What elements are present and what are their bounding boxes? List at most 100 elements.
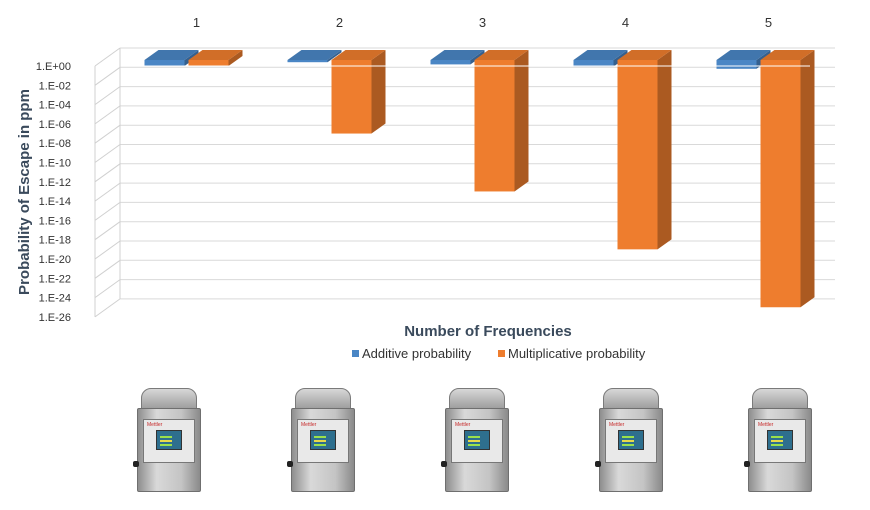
bar-multiplicative-side [514, 50, 529, 192]
bar-multiplicative-front [331, 60, 372, 134]
x-tick-label: 2 [336, 15, 343, 30]
detector-panel: Mettler [754, 419, 806, 463]
x-tick-label: 3 [479, 15, 486, 30]
bar-multiplicative-side [657, 50, 672, 250]
detector-screen [310, 430, 336, 450]
bar-additive-side [327, 50, 342, 63]
bar-multiplicative-front [188, 60, 229, 66]
gridline-diagonal [94, 86, 121, 106]
y-tick-label: 1.E-06 [39, 119, 71, 131]
y-tick-label: 1.E-10 [39, 158, 71, 170]
bar-additive-front [287, 60, 328, 63]
y-tick-label: 1.E-02 [39, 80, 71, 92]
detector-body: Mettler [744, 408, 812, 492]
legend-label: Multiplicative probability [508, 346, 646, 361]
y-tick-label: 1.E-16 [39, 215, 71, 227]
y-tick-label: 1.E-12 [39, 177, 71, 189]
detector-body: Mettler [441, 408, 509, 492]
bar-multiplicative-top [188, 50, 243, 60]
bar-multiplicative-side [228, 50, 243, 66]
bar-additive-top [430, 50, 485, 60]
x-axis-title: Number of Frequencies [404, 323, 572, 340]
bar-multiplicative-top [331, 50, 386, 60]
bar-multiplicative-side [371, 50, 386, 134]
detector-panel: Mettler [143, 419, 195, 463]
detector-brand: Mettler [758, 422, 774, 428]
detector-head [752, 388, 808, 410]
gridline-diagonal [94, 66, 121, 86]
metal-detector-image: Mettler [744, 386, 812, 494]
detector-knob [287, 461, 293, 467]
bar-multiplicative-top [617, 50, 672, 60]
detector-brand: Mettler [609, 422, 625, 428]
metal-detector-image: Mettler [133, 386, 201, 494]
gridline-diagonal [94, 105, 121, 125]
detector-head [603, 388, 659, 410]
bar-additive-top [144, 50, 199, 60]
y-tick-label: 1.E-24 [39, 293, 71, 305]
bar-additive-front [573, 60, 614, 67]
detector-panel: Mettler [297, 419, 349, 463]
gridline-diagonal [94, 221, 121, 241]
bar-additive-top [287, 50, 342, 60]
bar-multiplicative-side [800, 50, 815, 308]
gridline-diagonal [94, 182, 121, 202]
detector-brand: Mettler [455, 422, 471, 428]
detector-knob [133, 461, 139, 467]
y-tick-label: 1.E-22 [39, 273, 71, 285]
detector-head [295, 388, 351, 410]
bar-additive-top [573, 50, 628, 60]
bar-additive-top [716, 50, 771, 60]
bar-additive-front [144, 60, 185, 66]
bar-multiplicative-front [474, 60, 515, 192]
x-tick-label: 1 [193, 15, 200, 30]
detector-knob [441, 461, 447, 467]
detector-head [449, 388, 505, 410]
y-tick-label: 1.E-26 [39, 312, 71, 324]
x-tick-label: 5 [765, 15, 772, 30]
bar-additive-side [470, 50, 485, 65]
detector-screen [767, 430, 793, 450]
detector-panel: Mettler [451, 419, 503, 463]
detector-brand: Mettler [301, 422, 317, 428]
y-axis-title: Probability of Escape in ppm [16, 89, 33, 295]
device-images-row: Mettler Mettler Mettler Mettler Mettler [0, 386, 870, 498]
gridline-diagonal [94, 124, 121, 144]
detector-body: Mettler [287, 408, 355, 492]
detector-screen [156, 430, 182, 450]
detector-screen [618, 430, 644, 450]
detector-head [141, 388, 197, 410]
gridline-diagonal [94, 240, 121, 260]
gridline-diagonal [94, 298, 121, 318]
bar-multiplicative-front [617, 60, 658, 250]
detector-panel: Mettler [605, 419, 657, 463]
y-tick-label: 1.E-20 [39, 254, 71, 266]
bar-multiplicative-top [474, 50, 529, 60]
gridline-diagonal [94, 47, 121, 67]
legend-label: Additive probability [362, 346, 472, 361]
x-tick-label: 4 [622, 15, 629, 30]
y-tick-label: 1.E-18 [39, 235, 71, 247]
y-tick-label: 1.E+00 [36, 61, 71, 73]
detector-body: Mettler [133, 408, 201, 492]
gridline-diagonal [94, 279, 121, 299]
y-tick-label: 1.E-14 [39, 196, 71, 208]
gridline-diagonal [94, 163, 121, 183]
bar-additive-front [430, 60, 471, 65]
detector-knob [744, 461, 750, 467]
y-tick-label: 1.E-08 [39, 138, 71, 150]
detector-knob [595, 461, 601, 467]
detector-brand: Mettler [147, 422, 163, 428]
gridline-diagonal [94, 201, 121, 221]
bar-multiplicative-top [760, 50, 815, 60]
legend-swatch [498, 350, 505, 357]
detector-screen [464, 430, 490, 450]
legend-swatch [352, 350, 359, 357]
detector-body: Mettler [595, 408, 663, 492]
metal-detector-image: Mettler [441, 386, 509, 494]
bar-multiplicative-front [760, 60, 801, 308]
gridline-diagonal [94, 259, 121, 279]
bar-additive-front [716, 60, 757, 69]
metal-detector-image: Mettler [287, 386, 355, 494]
chart-area: 1.E+00 1.E-02 1.E-04 1.E-06 1.E-08 1.E-10 1.E-… [16, 15, 835, 361]
